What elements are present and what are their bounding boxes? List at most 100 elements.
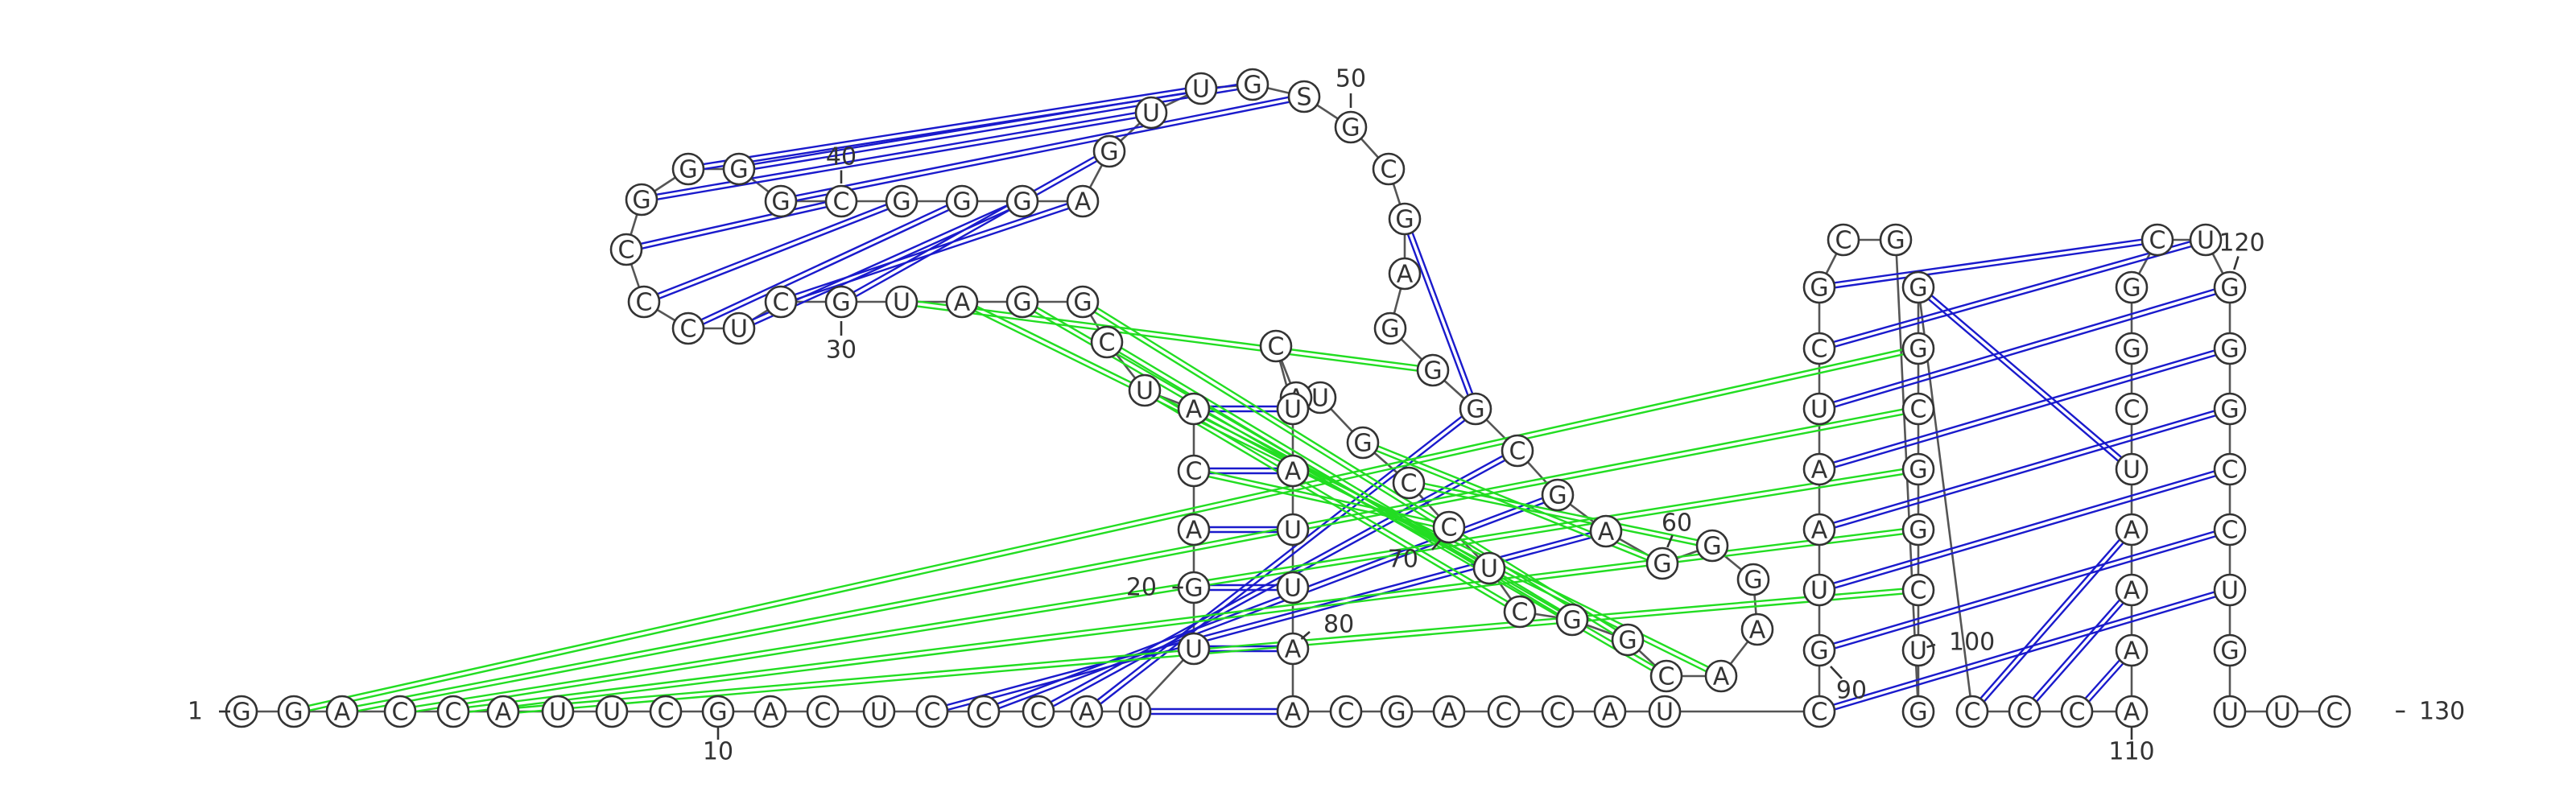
nucleotide-115: C xyxy=(2115,392,2149,426)
nucleotide-letter: G xyxy=(284,699,303,727)
nucleotide-83: G xyxy=(1380,695,1414,728)
nucleotide-78: U xyxy=(1276,513,1310,546)
nucleotide-circle xyxy=(383,695,417,728)
nucleotide-letter: A xyxy=(1285,636,1302,664)
nucleotide-letter: A xyxy=(495,699,512,727)
nucleotide-79: U xyxy=(1276,571,1310,604)
position-label-60: 60 xyxy=(1662,509,1692,548)
nucleotide-letter: G xyxy=(2220,274,2239,303)
nucleotide-circle xyxy=(671,311,705,345)
nucleotide-letter: A xyxy=(334,699,351,727)
nucleotide-letter: G xyxy=(1909,456,1927,485)
nucleotide-circle xyxy=(486,695,520,728)
nucleotide-circle xyxy=(1802,695,1836,728)
nucleotide-letter: U xyxy=(870,699,888,727)
nucleotide-letter: G xyxy=(1653,551,1671,579)
label-tick xyxy=(1431,539,1442,551)
nucleotide-letter: A xyxy=(1186,517,1203,545)
base-pair-line xyxy=(781,202,1084,305)
pseudoknot-pair-line xyxy=(738,80,1253,168)
nucleotide-circle xyxy=(1276,454,1310,488)
nucleotide-circle xyxy=(2115,633,2149,667)
pseudoknot-pair-line xyxy=(452,526,1918,711)
nucleotide-circle xyxy=(1704,659,1738,693)
nucleotide-69: U xyxy=(1472,551,1506,585)
position-label-text: 70 xyxy=(1388,546,1418,574)
base-pair-line xyxy=(1916,288,2131,472)
nucleotide-circle xyxy=(1118,695,1152,728)
nucleotide-25: C xyxy=(1090,325,1124,359)
nucleotide-49: S xyxy=(1287,80,1321,113)
nucleotide-101: C xyxy=(1901,573,1935,607)
position-label-30: 30 xyxy=(826,321,857,365)
nucleotide-21: A xyxy=(1177,513,1211,546)
position-label-text: 30 xyxy=(826,336,857,365)
position-label-1: 1 xyxy=(188,698,230,726)
nucleotide-circle xyxy=(967,695,1001,728)
nucleotide-57: C xyxy=(1501,434,1534,468)
nucleotide-48: G xyxy=(1236,68,1269,101)
nucleotide-letter: C xyxy=(2222,456,2239,485)
nucleotide-84: A xyxy=(1432,695,1466,728)
nucleotide-34: C xyxy=(627,285,661,319)
nucleotide-circle xyxy=(1648,695,1682,728)
nucleotide-circle xyxy=(1090,325,1124,359)
nucleotide-85: C xyxy=(1487,695,1521,728)
nucleotide-127: U xyxy=(2213,695,2247,728)
nucleotide-circle xyxy=(1334,110,1368,144)
pseudoknot-pair-line xyxy=(1080,303,1628,643)
position-label-text: 60 xyxy=(1662,509,1692,538)
nucleotide-100: U xyxy=(1901,633,1935,667)
nucleotide-letter: G xyxy=(892,188,910,217)
nucleotide-68: C xyxy=(1503,595,1537,629)
nucleotide-circle xyxy=(1022,695,1055,728)
nucleotide-5: C xyxy=(436,695,470,728)
nucleotide-98: G xyxy=(1879,223,1913,257)
nucleotide-circle xyxy=(1276,513,1310,546)
nucleotide-letter: G xyxy=(1013,188,1031,217)
nucleotide-89: C xyxy=(1802,695,1836,728)
nucleotide-letter: A xyxy=(2124,699,2140,727)
nucleotide-circle xyxy=(1177,513,1211,546)
base-pair-line xyxy=(1818,236,2157,287)
nucleotide-circle xyxy=(1541,695,1575,728)
nucleotide-32: U xyxy=(722,311,756,345)
nucleotide-letter: C xyxy=(2149,227,2166,255)
label-tick xyxy=(1830,666,1843,679)
nucleotide-letter: U xyxy=(1480,555,1498,584)
nucleotide-circle xyxy=(1802,633,1836,667)
nucleotide-letter: A xyxy=(954,289,971,317)
nucleotide-circle xyxy=(1432,695,1466,728)
nucleotide-circle xyxy=(1901,332,1935,365)
nucleotide-54: G xyxy=(1373,311,1407,345)
nucleotide-circle xyxy=(1070,695,1104,728)
base-pair-line xyxy=(644,202,903,305)
nucleotide-111: A xyxy=(2115,633,2149,667)
position-label-100: 100 xyxy=(1926,629,1995,657)
nucleotide-letter: G xyxy=(1381,316,1399,344)
nucleotide-circle xyxy=(1236,68,1269,101)
nucleotide-30: G xyxy=(824,285,858,319)
nucleotide-65: C xyxy=(1649,659,1683,693)
nucleotide-circle xyxy=(2115,573,2149,607)
nucleotide-58: G xyxy=(1541,478,1575,512)
nucleotide-7: U xyxy=(541,695,575,728)
nucleotide-letter: G xyxy=(1100,138,1118,167)
nucleotide-90: G xyxy=(1802,633,1836,667)
nucleotide-circle xyxy=(1827,223,1860,257)
nucleotide-118: C xyxy=(2140,223,2174,257)
nucleotide-43: G xyxy=(1005,184,1039,218)
nucleotide-92: A xyxy=(1802,513,1836,546)
pseudoknot-pair-line xyxy=(453,530,1919,716)
nucleotide-letter: C xyxy=(1496,699,1513,727)
position-label-70: 70 xyxy=(1388,539,1442,574)
nucleotide-letter: G xyxy=(1423,357,1442,386)
nucleotide-47: U xyxy=(1184,72,1218,105)
nucleotide-circle xyxy=(1066,285,1100,319)
nucleotide-letter: C xyxy=(976,699,993,727)
nucleotide-8: U xyxy=(595,695,629,728)
nucleotide-circle xyxy=(1695,529,1729,563)
pseudoknot-pair-line xyxy=(642,113,1152,204)
nucleotide-letter: U xyxy=(2221,699,2239,727)
